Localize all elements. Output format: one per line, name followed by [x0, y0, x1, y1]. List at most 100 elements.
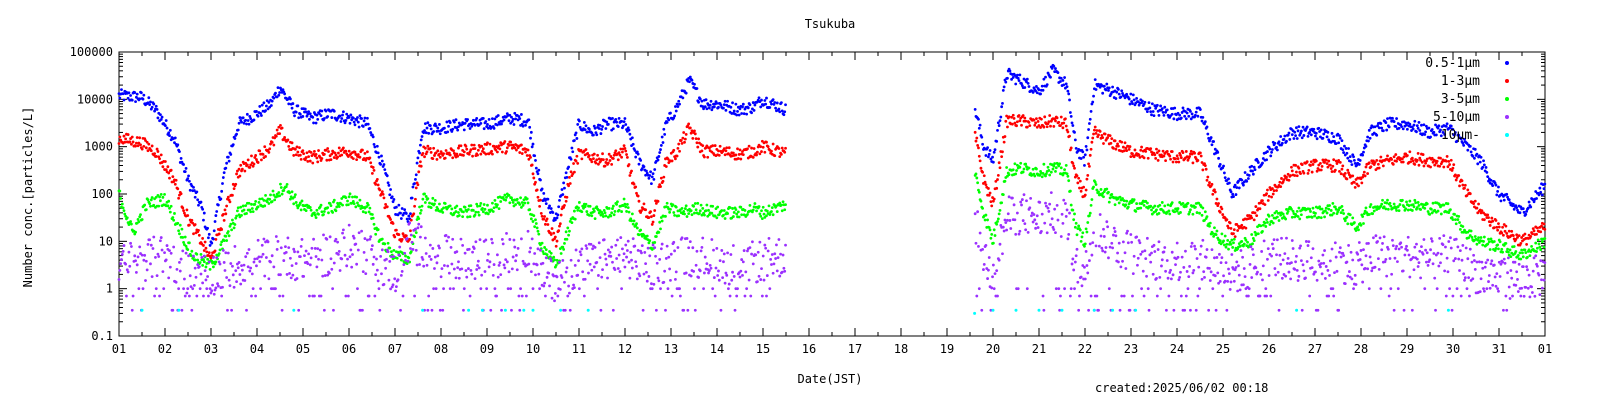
- data-point: [753, 202, 757, 205]
- data-point: [1275, 189, 1278, 192]
- data-point: [736, 157, 740, 160]
- data-point: [1157, 149, 1161, 153]
- data-point: [448, 153, 452, 157]
- x-tick-label: 10: [526, 342, 540, 356]
- data-point: [1476, 211, 1480, 215]
- data-point: [624, 205, 628, 209]
- data-point: [1265, 158, 1269, 162]
- data-point: [991, 160, 995, 164]
- data-point: [288, 256, 292, 260]
- data-point: [130, 135, 134, 139]
- data-point: [1379, 155, 1383, 159]
- data-point: [1406, 208, 1410, 212]
- data-point: [1515, 206, 1519, 210]
- data-point: [1364, 165, 1368, 169]
- data-point: [1204, 167, 1208, 171]
- data-point: [778, 110, 782, 114]
- data-point: [422, 131, 426, 135]
- data-point: [663, 132, 667, 136]
- data-point: [326, 147, 330, 150]
- data-point: [1227, 181, 1231, 185]
- data-point: [1046, 165, 1050, 169]
- data-point: [1109, 141, 1113, 145]
- data-point: [1179, 116, 1183, 120]
- data-point: [293, 114, 296, 118]
- data-point: [302, 152, 306, 156]
- data-point: [771, 98, 775, 102]
- data-point: [351, 200, 355, 203]
- data-point: [191, 221, 195, 225]
- data-point: [1089, 203, 1093, 207]
- data-point: [984, 213, 988, 217]
- data-point: [605, 158, 609, 161]
- data-point: [495, 150, 499, 154]
- data-point: [696, 145, 700, 149]
- data-point: [1286, 133, 1290, 137]
- data-point: [198, 261, 202, 264]
- data-point: [165, 244, 169, 247]
- data-point: [1191, 212, 1195, 216]
- data-point: [750, 146, 753, 150]
- data-point: [1363, 174, 1367, 178]
- data-point: [305, 151, 309, 155]
- data-point: [191, 287, 195, 291]
- data-point: [1121, 145, 1125, 149]
- data-point: [585, 210, 589, 213]
- data-point: [597, 157, 601, 161]
- data-point: [503, 140, 507, 143]
- data-point: [215, 256, 219, 260]
- data-point: [288, 97, 292, 101]
- data-point: [194, 275, 198, 279]
- data-point: [216, 284, 220, 288]
- data-point: [601, 125, 604, 128]
- data-point: [212, 292, 216, 296]
- y-tick-label: 1: [106, 282, 113, 296]
- data-point: [722, 147, 726, 151]
- data-point: [1082, 155, 1086, 159]
- data-point: [1530, 244, 1533, 248]
- data-point: [380, 190, 384, 194]
- data-point: [248, 166, 252, 169]
- data-point: [1523, 248, 1527, 252]
- data-point: [1534, 190, 1538, 193]
- data-point: [282, 189, 286, 192]
- data-point: [1114, 147, 1118, 151]
- data-point: [211, 283, 214, 287]
- data-point: [1184, 117, 1188, 121]
- data-point: [147, 142, 151, 146]
- data-point: [1105, 187, 1109, 191]
- data-point: [1525, 209, 1528, 213]
- data-point: [1006, 125, 1009, 129]
- data-point: [1293, 174, 1297, 177]
- data-point: [135, 136, 139, 139]
- data-point: [1271, 221, 1275, 225]
- data-point: [220, 228, 224, 231]
- data-point: [408, 237, 412, 241]
- data-point: [1420, 160, 1424, 164]
- data-point: [1343, 219, 1347, 223]
- data-point: [556, 213, 560, 217]
- data-point: [158, 294, 161, 298]
- data-point: [693, 129, 696, 133]
- data-point: [1058, 162, 1062, 166]
- data-point: [590, 131, 594, 135]
- data-point: [552, 255, 556, 259]
- data-point: [592, 124, 596, 128]
- data-point: [977, 154, 981, 158]
- data-point: [148, 238, 152, 242]
- data-point: [476, 148, 480, 152]
- data-point: [207, 251, 211, 255]
- data-point: [307, 110, 311, 114]
- data-point: [1357, 184, 1360, 188]
- data-point: [1290, 169, 1294, 173]
- data-point: [738, 107, 742, 111]
- data-point: [1321, 136, 1325, 140]
- data-point: [1377, 126, 1381, 130]
- data-point: [1405, 127, 1409, 131]
- data-point: [192, 189, 196, 192]
- data-point: [245, 122, 248, 126]
- data-point: [630, 136, 634, 140]
- data-point: [1279, 213, 1283, 217]
- data-point: [279, 273, 282, 277]
- data-point: [404, 254, 407, 258]
